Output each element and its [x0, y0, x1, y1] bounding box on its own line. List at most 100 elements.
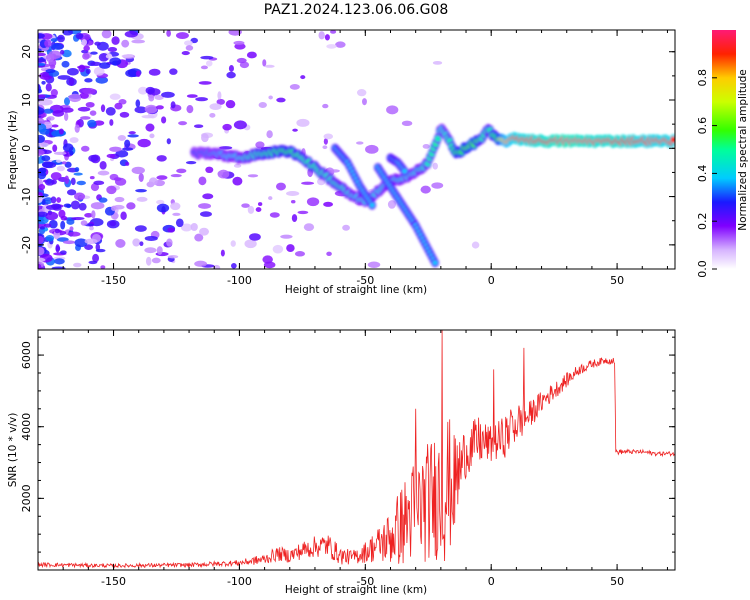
snr-y-axis: 2000 4000 6000: [20, 336, 675, 571]
noise-blob: [94, 41, 101, 46]
noise-blob: [45, 69, 56, 74]
colorbar-label: Normalized spectral amplitude: [737, 69, 749, 230]
noise-blob: [45, 234, 55, 242]
noise-blob: [91, 210, 96, 219]
x-tick-label: -50: [356, 274, 374, 287]
noise-blob: [78, 64, 86, 73]
noise-blob: [268, 196, 273, 201]
noise-blob: [301, 181, 315, 185]
noise-blob: [128, 131, 136, 135]
noise-blob: [190, 37, 198, 44]
noise-blob: [135, 188, 147, 193]
ridge-core: [670, 136, 675, 143]
noise-blob: [135, 70, 141, 77]
noise-blob: [54, 228, 60, 234]
noise-blob: [239, 61, 250, 69]
noise-blob: [50, 89, 58, 97]
noise-blob: [230, 240, 236, 247]
noise-blob: [61, 60, 70, 68]
noise-blob: [232, 176, 243, 186]
noise-blob: [137, 138, 151, 148]
noise-blob: [170, 101, 176, 109]
noise-blob: [38, 183, 46, 191]
noise-blob: [69, 226, 74, 231]
noise-blob: [38, 52, 46, 57]
x-tick-label: 0: [488, 575, 495, 588]
snr-frame: [37, 329, 676, 571]
noise-blob: [156, 203, 170, 213]
noise-blob: [134, 225, 147, 232]
noise-blob: [180, 223, 193, 232]
noise-blob: [167, 255, 179, 259]
noise-blob: [144, 104, 158, 114]
noise-blob: [38, 94, 47, 98]
noise-blob: [194, 233, 204, 242]
noise-blob: [318, 31, 325, 40]
noise-blob: [326, 251, 332, 256]
noise-blob: [93, 180, 105, 186]
noise-blob: [220, 249, 225, 257]
y-tick-label: 0: [20, 145, 33, 152]
noise-blob: [121, 147, 134, 151]
noise-blob: [209, 112, 216, 118]
noise-blob: [117, 135, 127, 141]
snr-x-label: Height of straight line (km): [285, 584, 427, 596]
noise-blob: [262, 59, 267, 67]
noise-blob: [52, 110, 65, 117]
x-tick-label: -150: [101, 575, 126, 588]
noise-blob: [131, 39, 145, 44]
noise-blob: [124, 30, 138, 38]
noise-blob: [109, 93, 121, 100]
noise-blob: [55, 159, 62, 163]
noise-blob: [58, 209, 66, 219]
noise-blob: [205, 60, 213, 67]
noise-blob: [54, 258, 65, 265]
noise-blob: [255, 141, 265, 149]
noise-blob: [330, 30, 337, 34]
noise-blob: [58, 128, 64, 135]
noise-blob: [121, 54, 134, 58]
noise-blob: [38, 106, 45, 115]
noise-blob: [422, 144, 430, 149]
noise-blob: [161, 116, 167, 124]
snr-panel: -150 -100 -50 0 50 2000 4000 6000 Height of st…: [7, 329, 676, 596]
noise-blob: [246, 51, 257, 59]
noise-blob: [69, 137, 79, 143]
noise-blob: [62, 143, 74, 152]
noise-blob: [233, 120, 247, 130]
noise-blob: [85, 68, 91, 75]
noise-blob: [172, 212, 181, 216]
noise-blob: [285, 190, 300, 196]
noise-blob: [68, 93, 82, 103]
branch-core: [432, 260, 438, 266]
spectrogram-frame: [37, 29, 676, 270]
noise-blob: [80, 116, 91, 120]
noise-blob: [50, 172, 62, 180]
noise-blob: [38, 195, 43, 204]
noise-blob: [222, 123, 232, 131]
noise-blob: [131, 166, 145, 175]
spectral-noise-blobs: [38, 30, 480, 269]
noise-blob: [46, 116, 55, 121]
noise-blob: [78, 202, 87, 211]
noise-blob: [200, 55, 214, 60]
noise-blob: [56, 197, 62, 203]
noise-blob: [61, 161, 67, 165]
noise-blob: [106, 153, 116, 159]
noise-blob: [156, 155, 167, 162]
noise-blob: [268, 95, 273, 100]
snr-y-label: SNR (10 * v/v): [7, 413, 19, 488]
colorbar-tick-label: 0.8: [696, 69, 709, 87]
noise-blob: [326, 44, 337, 49]
noise-blob: [38, 211, 48, 217]
noise-blob: [231, 263, 237, 269]
noise-blob: [60, 220, 66, 230]
noise-blob: [144, 247, 157, 254]
noise-blob: [145, 123, 155, 132]
noise-blob: [84, 244, 94, 251]
noise-blob: [70, 177, 76, 186]
noise-blob: [184, 40, 193, 46]
noise-blob: [401, 120, 413, 127]
